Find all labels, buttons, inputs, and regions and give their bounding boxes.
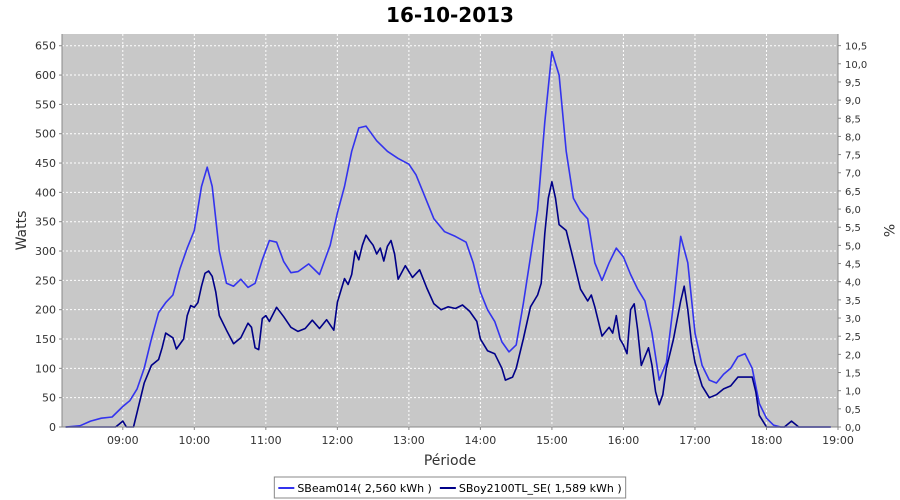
x-tick-label: 18:00 (751, 434, 783, 447)
x-tick-label: 19:00 (822, 434, 854, 447)
x-tick-label: 17:00 (679, 434, 711, 447)
legend-item-1: SBeam014( 2,560 kWh ) (278, 482, 432, 495)
y-tick-label: 100 (35, 362, 56, 375)
legend: SBeam014( 2,560 kWh ) SBoy2100TL_SE( 1,58… (273, 476, 627, 499)
y2-tick-label: 2,0 (845, 350, 861, 361)
y-tick-label: 150 (35, 333, 56, 346)
y2-tick-label: 3,0 (845, 314, 861, 325)
y2-tick-label: 0,0 (845, 423, 861, 434)
x-tick-label: 09:00 (107, 434, 139, 447)
y-tick-label: 600 (35, 69, 56, 82)
y-tick-label: 350 (35, 216, 56, 229)
legend-item-2: SBoy2100TL_SE( 1,589 kWh ) (439, 482, 622, 495)
x-axis-title: Période (424, 453, 476, 469)
x-tick-label: 16:00 (608, 434, 640, 447)
y-tick-label: 200 (35, 304, 56, 317)
series-line-1 (65, 50, 831, 428)
y-tick-label: 450 (35, 157, 56, 170)
y-tick-label: 650 (35, 40, 56, 53)
y2-tick-label: 1,0 (845, 387, 861, 398)
y2-tick-label: 9,0 (845, 96, 861, 107)
y2-tick-label: 9,5 (845, 78, 861, 89)
y2-tick-label: 3,5 (845, 296, 861, 307)
x-tick-label: 13:00 (393, 434, 425, 447)
y2-tick-label: 4,5 (845, 260, 861, 271)
y2-tick-label: 2,5 (845, 332, 861, 343)
y-tick-label: 0 (49, 421, 56, 434)
y-tick-label: 50 (42, 392, 56, 405)
series-layer (65, 50, 831, 428)
y-tick-label: 400 (35, 186, 56, 199)
y-tick-label: 300 (35, 245, 56, 258)
y2-tick-label: 0,5 (845, 405, 861, 416)
chart-title: 16-10-2013 (386, 3, 514, 27)
y2-tick-label: 10,0 (845, 60, 867, 71)
y2-tick-label: 7,0 (845, 169, 861, 180)
x-tick-label: 14:00 (465, 434, 497, 447)
y2-tick-label: 8,5 (845, 114, 861, 125)
x-tick-label: 10:00 (178, 434, 210, 447)
y-tick-label: 550 (35, 98, 56, 111)
legend-label: SBoy2100TL_SE( 1,589 kWh ) (459, 482, 622, 495)
y2-tick-label: 7,5 (845, 151, 861, 162)
series-line-2 (65, 181, 831, 428)
y-tick-label: 250 (35, 274, 56, 287)
y2-tick-label: 10,5 (845, 42, 867, 53)
y-axis-title: Watts (14, 211, 30, 251)
legend-label: SBeam014( 2,560 kWh ) (297, 482, 432, 495)
y2-tick-label: 6,5 (845, 187, 861, 198)
x-tick-label: 11:00 (250, 434, 282, 447)
axes: 0 50 100 150 200 250 300 350 400 450 500 550 600 650 0… (35, 34, 867, 447)
x-tick-label: 12:00 (322, 434, 354, 447)
y2-tick-label: 6,0 (845, 205, 861, 216)
y2-tick-label: 8,0 (845, 132, 861, 143)
y2-tick-label: 4,0 (845, 278, 861, 289)
x-tick-label: 15:00 (536, 434, 568, 447)
y2-axis-title: % (880, 224, 896, 237)
y-tick-label: 500 (35, 128, 56, 141)
y2-tick-label: 1,5 (845, 369, 861, 380)
y2-tick-label: 5,0 (845, 241, 861, 252)
plot-area (62, 34, 838, 427)
y2-tick-label: 5,5 (845, 223, 861, 234)
